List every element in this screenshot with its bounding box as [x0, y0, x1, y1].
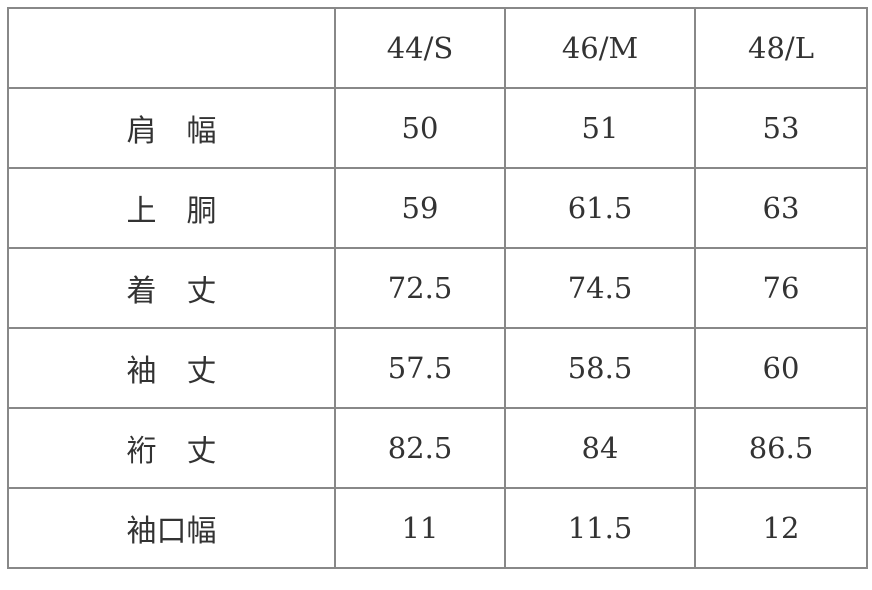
value-cell: 76 [694, 247, 868, 329]
value-cell: 86.5 [694, 407, 868, 489]
value-cell: 82.5 [334, 407, 506, 489]
row-label: 袖 丈 [7, 327, 336, 409]
table-row: 着 丈 72.5 74.5 76 [7, 247, 868, 329]
table-row: 上 胴 59 61.5 63 [7, 167, 868, 249]
value-cell: 53 [694, 87, 868, 169]
value-cell: 84 [504, 407, 696, 489]
table-row: 裄 丈 82.5 84 86.5 [7, 407, 868, 489]
table-row: 袖 丈 57.5 58.5 60 [7, 327, 868, 409]
value-cell: 12 [694, 487, 868, 569]
table-row: 袖口幅 11 11.5 12 [7, 487, 868, 569]
value-cell: 74.5 [504, 247, 696, 329]
value-cell: 59 [334, 167, 506, 249]
row-label: 上 胴 [7, 167, 336, 249]
header-cell-44s: 44/S [334, 7, 506, 89]
header-cell-46m: 46/M [504, 7, 696, 89]
value-cell: 72.5 [334, 247, 506, 329]
value-cell: 11 [334, 487, 506, 569]
value-cell: 63 [694, 167, 868, 249]
value-cell: 11.5 [504, 487, 696, 569]
value-cell: 60 [694, 327, 868, 409]
row-label: 肩 幅 [7, 87, 336, 169]
value-cell: 57.5 [334, 327, 506, 409]
value-cell: 50 [334, 87, 506, 169]
value-cell: 51 [504, 87, 696, 169]
header-cell-48l: 48/L [694, 7, 868, 89]
header-row: 44/S 46/M 48/L [7, 7, 868, 89]
value-cell: 58.5 [504, 327, 696, 409]
header-cell-empty [7, 7, 336, 89]
row-label: 着 丈 [7, 247, 336, 329]
size-table: 44/S 46/M 48/L 肩 幅 50 51 53 上 胴 59 61.5 63 着 丈 72… [7, 7, 868, 569]
table-row: 肩 幅 50 51 53 [7, 87, 868, 169]
row-label: 裄 丈 [7, 407, 336, 489]
value-cell: 61.5 [504, 167, 696, 249]
row-label: 袖口幅 [7, 487, 336, 569]
